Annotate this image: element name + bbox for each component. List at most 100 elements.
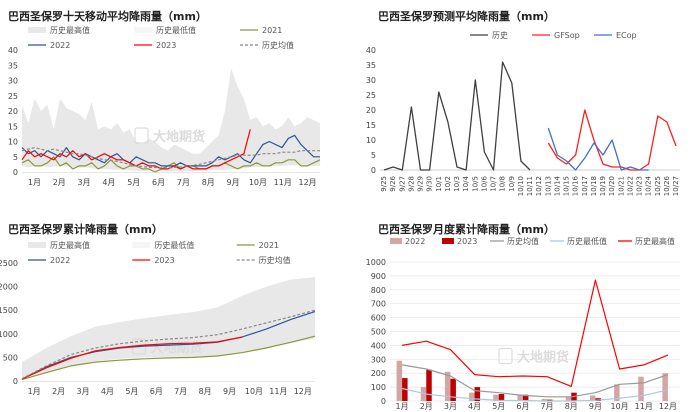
tenday-ytick: 15	[8, 122, 18, 131]
cumul-xtick: 10月	[245, 387, 263, 396]
chart-panel-monthly: 巴西圣保罗月度累计降雨量（mm） 0 100 200 300 400 500 600 700 8…	[350, 206, 700, 412]
forecast-xtick: 10/12	[535, 176, 543, 196]
tenday-xtick: 5月	[127, 178, 140, 187]
cumul-xtick: 11月	[269, 387, 287, 396]
monthly-xtick: 4月	[468, 402, 481, 411]
cumul-series-2021	[21, 335, 316, 381]
forecast-xtick: 9/29	[417, 176, 425, 192]
chart-title-10day: 巴西圣保罗十天移动平均降雨量（mm）	[8, 10, 207, 23]
monthly-bar-2022	[541, 398, 548, 401]
cumul-xtick: 7月	[174, 387, 187, 396]
tenday-legend-swatch	[134, 27, 152, 33]
monthly-xtick: 11月	[635, 402, 653, 411]
cumul-xtick: 9月	[223, 387, 236, 396]
monthly-bar-2023	[450, 378, 456, 401]
monthly-ytick: 900	[371, 272, 386, 281]
monthly-bar-2022	[469, 392, 475, 401]
cumul-ytick: 2500	[0, 259, 18, 268]
forecast-xtick: 9/30	[426, 176, 434, 192]
forecast-xtick: 10/25	[654, 176, 662, 196]
cumul-legend-swatch	[132, 242, 151, 248]
monthly-ytick: 0	[381, 397, 386, 406]
tenday-watermark: 大地期货	[153, 129, 205, 145]
forecast-xtick: 9/27	[398, 176, 406, 192]
monthly-legend-swatch	[442, 238, 454, 244]
monthly-legend-label: 历史最高值	[635, 236, 675, 246]
forecast-series-历史	[383, 61, 531, 171]
monthly-bar-2022	[662, 373, 668, 401]
monthly-xtick: 1月	[396, 402, 409, 411]
forecast-xtick: 9/26	[389, 175, 397, 191]
cumul-watermark: 大地期货	[151, 340, 203, 356]
forecast-ytick: 5	[371, 151, 376, 160]
tenday-xtick: 6月	[152, 178, 165, 187]
tenday-xtick: 3月	[78, 178, 91, 187]
monthly-legend-label: 历史均值	[507, 236, 539, 246]
forecast-series-GFSop	[547, 109, 677, 171]
cumul-xtick: 5月	[125, 387, 138, 396]
monthly-bar-2023	[498, 394, 505, 401]
forecast-xtick: 10/24	[645, 175, 653, 196]
tenday-xtick: 4月	[102, 178, 115, 187]
cumul-legend-swatch	[28, 242, 46, 248]
chart-title-forecast: 巴西圣保罗预测平均降雨量（mm）	[378, 10, 555, 23]
cumul-series-2023	[21, 336, 242, 380]
cumul-ytick: 500	[3, 353, 18, 362]
tenday-area-min	[22, 165, 320, 172]
forecast-xtick: 10/27	[672, 176, 680, 196]
forecast-xtick: 10/5	[471, 176, 479, 192]
monthly-watermark-logo	[498, 347, 513, 365]
tenday-legend-label: 历史均值	[262, 40, 294, 50]
forecast-series-ECop	[547, 127, 649, 171]
forecast-xtick: 10/6	[480, 175, 488, 191]
tenday-ytick: 30	[8, 77, 18, 86]
monthly-bar-2022	[396, 360, 403, 401]
forecast-ytick: 25	[366, 91, 376, 100]
tenday-series-2021	[21, 156, 321, 173]
forecast-xtick: 10/8	[499, 176, 507, 192]
forecast-xtick: 10/2	[444, 176, 452, 192]
chart-10day-svg: 0 5 10 15 20 25 30 35 40 1月 2月 3月 4月 5月 6月 7月 8月 9月 10月 11月…	[8, 25, 321, 187]
forecast-ytick: 40	[366, 46, 376, 55]
monthly-xtick: 3月	[444, 402, 457, 411]
monthly-legend-label: 历史最低值	[567, 236, 607, 246]
monthly-legend-label: 2022	[405, 237, 425, 246]
cumul-xtick: 3月	[76, 387, 89, 396]
cumul-legend-label: 历史最低值	[154, 240, 194, 250]
forecast-ytick: 15	[366, 121, 376, 130]
forecast-xtick: 9/28	[407, 176, 415, 192]
monthly-ytick: 500	[371, 328, 386, 337]
tenday-ytick: 20	[8, 107, 18, 116]
tenday-ytick: 35	[8, 61, 18, 70]
forecast-xtick: 10/22	[626, 176, 634, 196]
monthly-xtick: 12月	[659, 402, 677, 411]
chart-panel-forecast: 巴西圣保罗预测平均降雨量（mm） 0 5 10 15 20 25 30 35 40 9/25 9/2…	[350, 0, 700, 206]
monthly-legend-label: 2023	[457, 237, 477, 246]
forecast-ytick: 30	[366, 76, 376, 85]
forecast-xtick: 10/11	[526, 176, 534, 196]
cumul-xtick: 6月	[150, 387, 163, 396]
monthly-xtick: 5月	[492, 402, 505, 411]
forecast-legend-label: ECop	[616, 31, 637, 40]
forecast-xtick: 10/26	[663, 175, 671, 196]
monthly-xtick: 8月	[565, 402, 578, 411]
tenday-legend-label: 2022	[50, 41, 70, 50]
tenday-legend-swatch	[28, 27, 46, 33]
monthly-xtick: 2月	[420, 402, 433, 411]
monthly-bar-2023	[426, 369, 432, 401]
monthly-bar-2022	[614, 384, 620, 401]
forecast-xtick: 10/18	[590, 176, 598, 196]
tenday-legend-label: 2023	[156, 41, 176, 50]
forecast-xtick: 10/4	[462, 175, 470, 191]
cumul-xtick: 2月	[52, 387, 65, 396]
tenday-series-历史均值	[21, 147, 320, 169]
tenday-ytick: 25	[8, 92, 18, 101]
cumul-ytick: 1500	[0, 306, 18, 315]
monthly-ytick: 1000	[366, 258, 386, 267]
chart-title-cumulative: 巴西圣保罗累计降雨量（mm）	[8, 223, 163, 236]
chart-monthly-svg: 0 100 200 300 400 500 600 700 800 900 1000 1月 2月 3月 4月…	[366, 236, 680, 411]
forecast-ytick: 0	[371, 166, 376, 175]
monthly-ytick: 400	[371, 341, 386, 350]
monthly-xtick: 9月	[589, 402, 602, 411]
cumul-legend-label: 历史最高值	[50, 240, 90, 250]
